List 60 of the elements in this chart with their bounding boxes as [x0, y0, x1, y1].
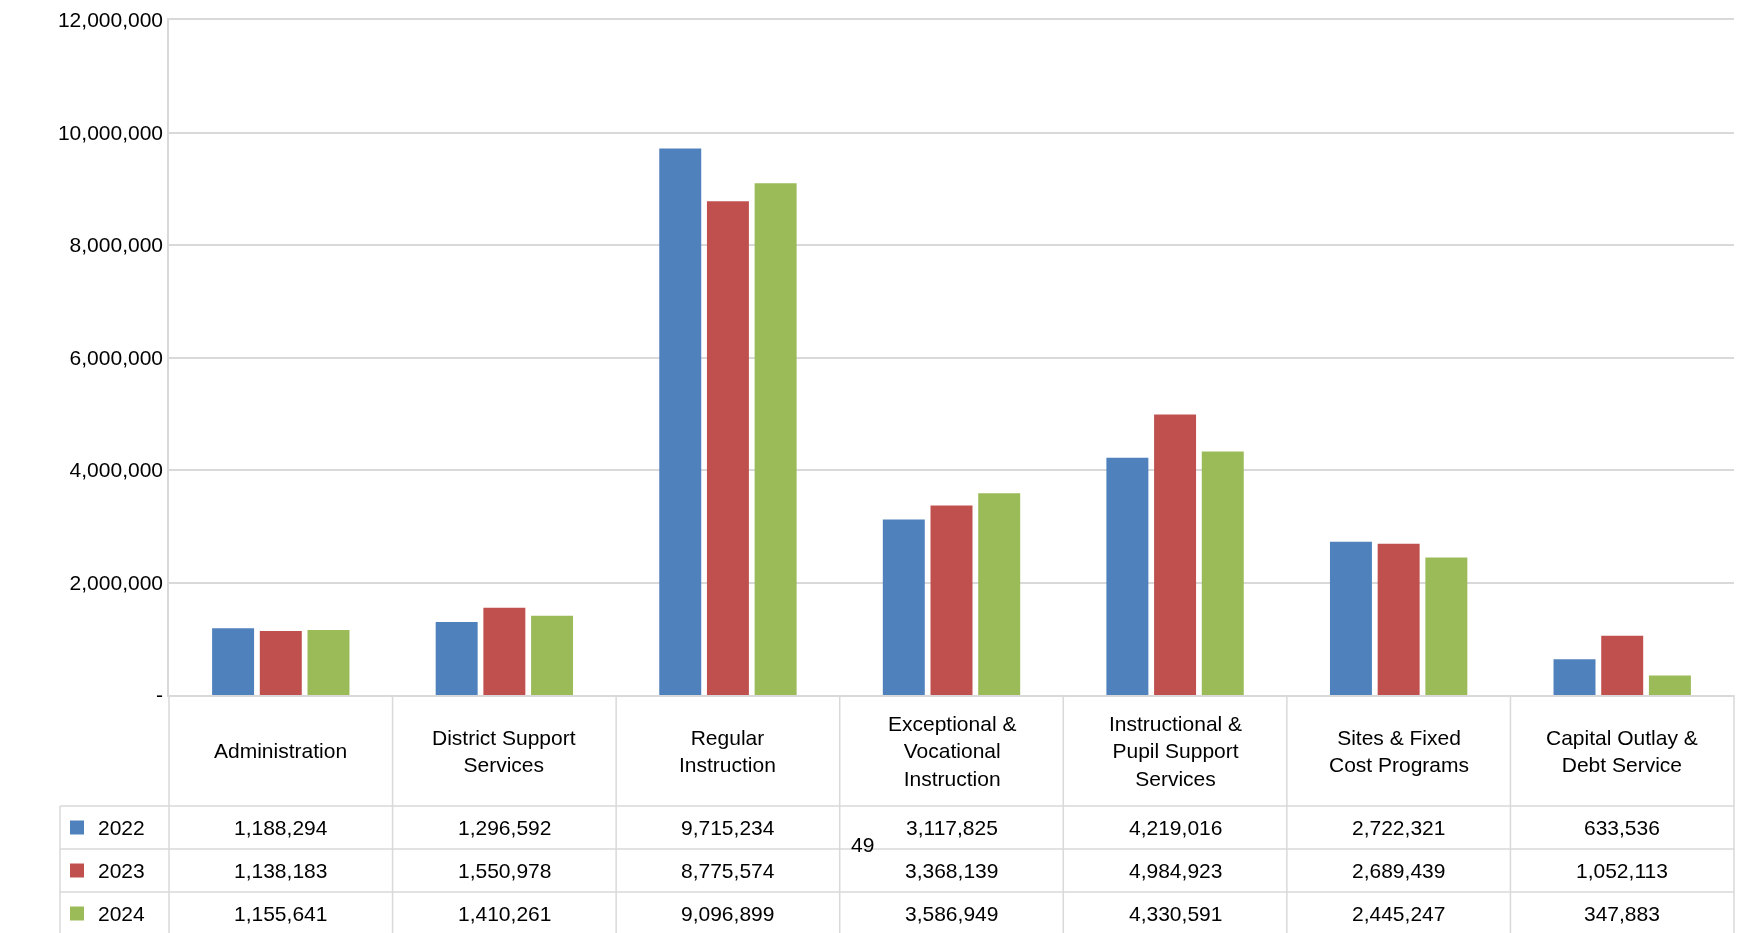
legend-label: 2024: [98, 902, 146, 925]
data-label: 3,368,139: [905, 859, 999, 882]
bar: [1154, 414, 1197, 695]
data-label: 3,117,825: [906, 816, 998, 839]
bar: [259, 630, 302, 695]
y-tick-label: 12,000,000: [57, 8, 164, 32]
y-tick-label: -: [156, 683, 164, 707]
bar: [531, 615, 574, 695]
data-label: 1,138,183: [234, 859, 328, 882]
data-label: 1,188,294: [234, 816, 328, 839]
x-tick-label: Instructional & Pupil Support Services: [1109, 712, 1243, 790]
data-label: 347,883: [1584, 902, 1660, 925]
bar: [1553, 659, 1596, 695]
data-label: 4,984,923: [1129, 859, 1223, 882]
bar: [1377, 543, 1420, 695]
data-label: 633,536: [1584, 816, 1660, 839]
bar: [1601, 635, 1644, 695]
data-label: 8,775,574: [681, 859, 775, 882]
bar: [930, 505, 973, 695]
bar: [882, 519, 925, 695]
data-label: 1,410,261: [458, 902, 552, 925]
x-tick-label: Administration: [214, 739, 348, 762]
y-tick-label: 4,000,000: [69, 458, 164, 482]
data-label: 1,155,641: [234, 902, 328, 925]
x-tick-label: District Support Services: [432, 726, 576, 777]
text: 49: [851, 833, 875, 856]
data-label: 1,550,978: [458, 859, 552, 882]
legend-label: 2022: [98, 816, 145, 839]
bar: [659, 148, 702, 695]
bar: [754, 183, 797, 695]
data-label: 3,586,949: [905, 902, 999, 925]
x-tick-label: Capital Outlay & Debt Service: [1546, 726, 1698, 777]
y-tick-label: 8,000,000: [69, 233, 164, 257]
y-tick-label: 2,000,000: [69, 570, 164, 594]
y-tick-label: 6,000,000: [69, 345, 164, 369]
data-label: 1,296,592: [458, 816, 552, 839]
data-label: 9,096,899: [681, 902, 775, 925]
y-tick-label: 10,000,000: [57, 120, 164, 144]
bar: [706, 201, 749, 695]
data-label: 2,445,247: [1352, 902, 1446, 925]
data-label: 4,330,591: [1129, 902, 1223, 925]
data-label: 2,689,439: [1352, 859, 1446, 882]
bar: [212, 628, 255, 695]
bar: [1201, 451, 1244, 695]
legend-label: 2023: [98, 859, 145, 882]
data-label: 1,052,113: [1576, 859, 1668, 882]
bar: [1329, 541, 1372, 695]
x-tick-label: Sites & Fixed Cost Programs: [1329, 726, 1470, 777]
bar: [1106, 457, 1149, 695]
bar: [1648, 675, 1691, 695]
x-tick-label: Exceptional & Vocational Instruction: [888, 712, 1017, 790]
bar: [483, 607, 526, 695]
data-label: 9,715,234: [681, 816, 775, 839]
x-tick-label: Regular Instruction: [679, 726, 776, 777]
data-label: 2,722,321: [1352, 816, 1446, 839]
bar: [1425, 557, 1468, 695]
bar: [435, 622, 478, 695]
data-label: 4,219,016: [1129, 816, 1223, 839]
bar: [978, 493, 1021, 695]
bar: [307, 630, 350, 695]
